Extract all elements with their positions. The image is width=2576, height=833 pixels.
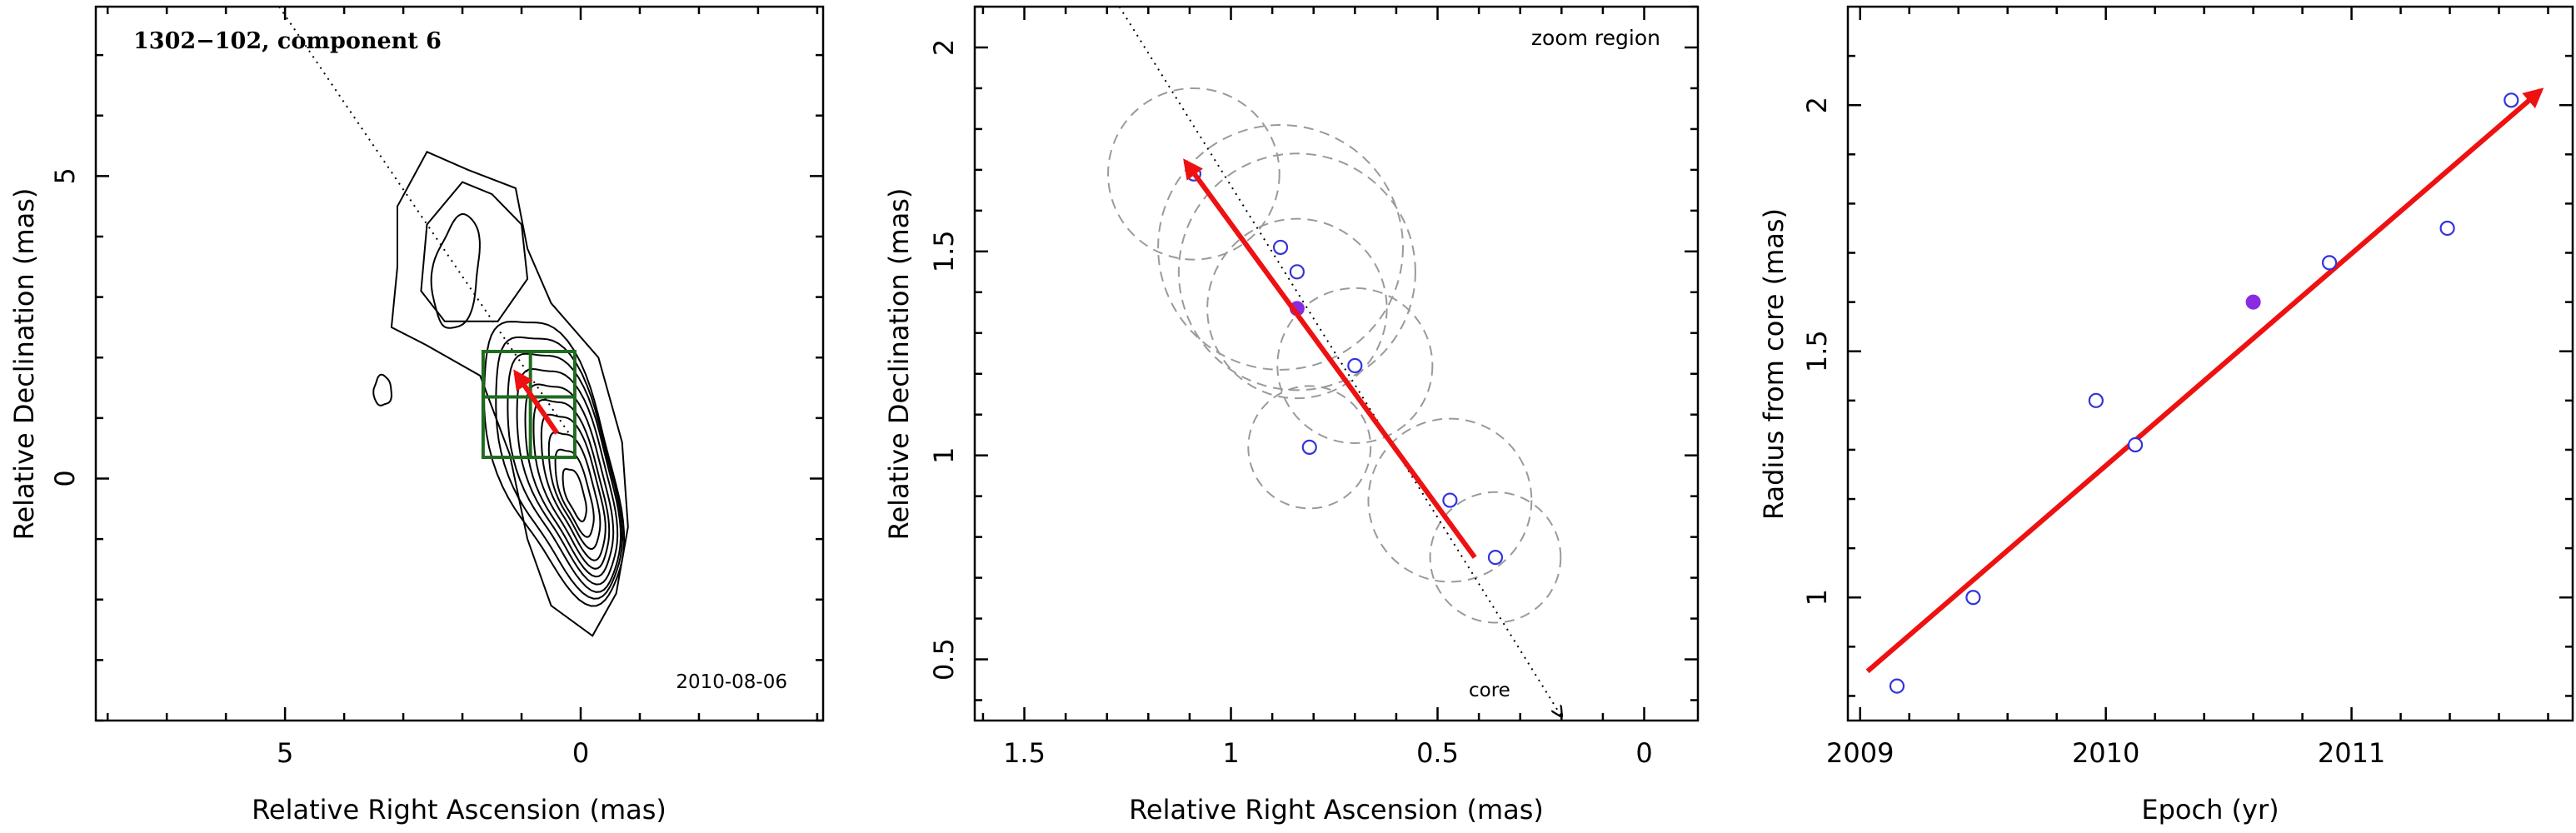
panel2-point: [1289, 264, 1305, 280]
panel1-trajectory-line: [278, 6, 570, 434]
panel3-ytick-label: 1.5: [1801, 330, 1833, 372]
panel3-point: [2127, 436, 2144, 453]
panel2-xlabel: Relative Right Ascension (mas): [1129, 794, 1544, 826]
panel2-core-label: core: [1469, 680, 1510, 701]
panel2-error-circle: [1107, 87, 1281, 261]
panel3-point: [1889, 678, 1905, 694]
panel3-fit-arrow: [1865, 87, 2544, 674]
panel2-point: [1442, 492, 1458, 508]
panel2-zoom-label: zoom region: [1531, 26, 1660, 50]
panel2-xtick-label: 1: [1222, 737, 1239, 769]
panel2-error-circle: [1247, 385, 1372, 510]
panel3-point: [2439, 220, 2455, 237]
panel1-contour: [495, 336, 624, 600]
panel2-trajectory-line: [1118, 6, 1562, 716]
panel2-error-circle: [1177, 152, 1416, 392]
panel1-contour: [507, 352, 622, 593]
panel-contour-map: 5 0 5 0 1302−102, component 6 2010-08-06 Re…: [8, 5, 825, 826]
panel3-point: [2504, 92, 2519, 108]
panel2-frame: [973, 5, 1700, 722]
panel2-error-circle: [1276, 287, 1434, 444]
panel2-ytick-label: 0.5: [928, 638, 960, 681]
panel2-ytick-label: 2: [928, 39, 960, 56]
panel2-point: [1272, 239, 1289, 256]
panel1-contour: [554, 448, 595, 538]
panel1-date-label: 2010-08-06: [676, 671, 787, 693]
panel2-error-circle: [1429, 491, 1562, 624]
panel1-contour: [390, 151, 629, 637]
panel1-title: 1302−102, component 6: [133, 28, 442, 54]
panel-radius-vs-epoch: 2009 2010 2011 1 1.5 2 Epoch (yr) Radius from…: [1758, 5, 2574, 826]
panel1-ytick-label: 5: [49, 167, 81, 184]
panel2-xtick-label: 0.5: [1416, 737, 1459, 769]
panel1-contour: [372, 373, 392, 407]
panel3-ytick-label: 2: [1801, 97, 1833, 113]
panel2-error-circle: [1157, 124, 1404, 371]
panel3-point-filled: [2245, 294, 2261, 310]
panel3-point: [2088, 392, 2104, 408]
panel1-contour: [540, 413, 607, 561]
panel1-xlabel: Relative Right Ascension (mas): [252, 794, 666, 826]
panel2-error-circle: [1367, 417, 1533, 583]
panel3-ylabel: Radius from core (mas): [1758, 208, 1790, 520]
panel2-error-circle: [1206, 217, 1388, 400]
panel-zoom-region: 1.5 1 0.5 0 0.5 1 1.5 2 zoom region core Relati…: [883, 5, 1700, 826]
panel2-motion-arrow: [1183, 158, 1477, 559]
panel3-xlabel: Epoch (yr): [2141, 794, 2279, 826]
panel3-point: [2321, 255, 2338, 271]
panel1-contour: [547, 431, 602, 551]
panel3-xtick-label: 2009: [1826, 737, 1894, 769]
panel3-ytick-label: 1: [1801, 589, 1833, 606]
panel1-xtick-label: 5: [277, 737, 293, 769]
panel2-xtick-label: 1.5: [1003, 737, 1046, 769]
panel1-contour: [532, 398, 611, 570]
panel1-contour: [562, 467, 587, 523]
panel1-contour: [420, 181, 529, 322]
panel1-frame: [94, 5, 825, 722]
panel2-point: [1347, 357, 1363, 374]
panel3-xtick-label: 2010: [2072, 737, 2139, 769]
panel2-point: [1487, 550, 1504, 566]
panel2-ytick-label: 1: [928, 447, 960, 464]
panel1-contour: [430, 212, 481, 329]
panel3-frame: [1846, 5, 2574, 722]
panel2-point: [1301, 439, 1317, 455]
panel2-ylabel: Relative Declination (mas): [883, 188, 915, 541]
panel2-ytick-label: 1.5: [928, 230, 960, 272]
panel1-ylabel: Relative Declination (mas): [8, 188, 40, 541]
panel1-motion-arrow: [513, 369, 560, 435]
panel1-contour: [483, 321, 626, 607]
panel1-xtick-label: 0: [572, 737, 589, 769]
panel3-point: [1965, 590, 1981, 606]
panel2-xtick-label: 0: [1635, 737, 1652, 769]
panel3-xtick-label: 2011: [2318, 737, 2385, 769]
panel1-ytick-label: 0: [49, 470, 81, 486]
